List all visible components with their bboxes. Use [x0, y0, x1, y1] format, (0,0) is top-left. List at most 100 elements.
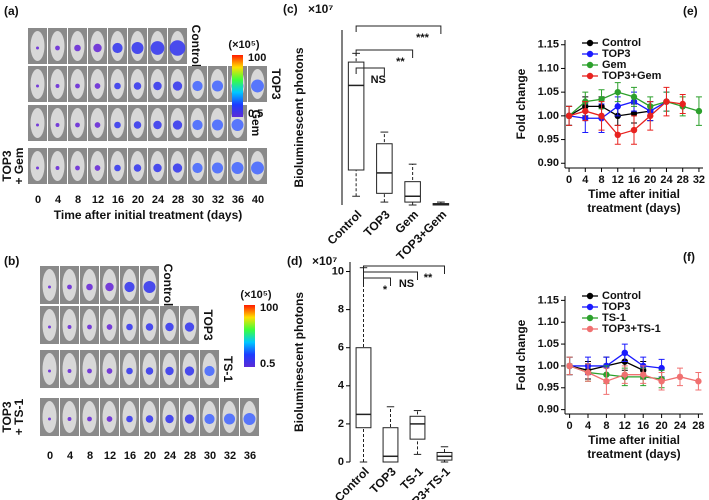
- point: [614, 103, 621, 110]
- day-label: 30: [192, 194, 204, 206]
- y-tick-label: 0.95: [538, 133, 559, 145]
- signal: [133, 82, 142, 90]
- y-tick-label: 1.15: [538, 294, 559, 306]
- legend-marker: [586, 314, 594, 322]
- row-label: Gem: [249, 110, 263, 137]
- point: [695, 107, 703, 115]
- series-line: [568, 105, 651, 117]
- signal: [55, 45, 60, 51]
- series-line: [569, 365, 662, 380]
- x-tick-label: 20: [655, 420, 667, 432]
- signal: [75, 122, 80, 128]
- y-tick-label: 8: [338, 304, 344, 316]
- x-tick-label: 4: [582, 174, 589, 186]
- legend-label: TOP3+Gem: [602, 70, 662, 82]
- signal: [150, 41, 165, 55]
- legend-marker: [586, 292, 594, 300]
- signal: [231, 162, 244, 174]
- significance-label: NS: [371, 74, 386, 86]
- signal: [55, 166, 60, 170]
- box: [404, 181, 421, 203]
- signal: [75, 165, 80, 171]
- y-tick-label: 1.05: [538, 338, 559, 350]
- signal: [105, 282, 114, 292]
- x-tick-label: 16: [628, 174, 640, 186]
- signal: [36, 46, 39, 50]
- signal: [86, 283, 93, 291]
- significance-bracket: [363, 265, 445, 274]
- signal: [67, 369, 72, 373]
- point: [598, 96, 605, 103]
- point: [582, 107, 589, 115]
- point: [621, 349, 628, 357]
- point: [565, 112, 573, 120]
- exponent: ×10⁷: [308, 2, 333, 16]
- y-tick-label: 1.10: [538, 316, 559, 328]
- signal: [94, 122, 101, 128]
- day-label: 32: [224, 450, 236, 462]
- row-label: Control: [161, 264, 175, 307]
- signal: [251, 79, 264, 93]
- signal: [126, 323, 133, 331]
- legend-label: TOP3: [602, 48, 631, 60]
- box: [347, 61, 365, 171]
- y-tick-label: 1.05: [538, 86, 559, 98]
- signal: [165, 322, 174, 332]
- box: [355, 347, 372, 429]
- x-tick-label: 0: [567, 420, 573, 432]
- row-label: + TS-1: [12, 399, 26, 436]
- signal: [223, 413, 236, 425]
- row-label: TOP3: [0, 401, 14, 432]
- significance-bracket: [355, 25, 442, 34]
- colorbar: [244, 305, 255, 367]
- day-label: 4: [55, 194, 62, 206]
- day-label: 16: [124, 450, 136, 462]
- significance-bracket: [363, 271, 418, 280]
- y-tick-label: 1.15: [538, 39, 559, 51]
- signal: [106, 368, 113, 374]
- y-tick-label: 4: [338, 380, 345, 392]
- signal: [48, 285, 51, 289]
- signal: [55, 123, 60, 127]
- legend-label: TS-1: [602, 312, 626, 324]
- significance-label: ***: [416, 32, 430, 44]
- legend-label: TOP3+TS-1: [602, 323, 661, 335]
- signal: [243, 413, 256, 425]
- y-tick-label: 6: [338, 342, 344, 354]
- mouse-body: [62, 353, 77, 385]
- day-label: 28: [184, 450, 196, 462]
- legend-label: TOP3: [602, 301, 631, 313]
- panel-label: (f): [683, 250, 695, 264]
- panel-label: (e): [683, 4, 698, 18]
- signal: [172, 120, 183, 130]
- mouse-body: [62, 309, 77, 341]
- y-axis-label: Bioluminescent photons: [292, 292, 306, 432]
- legend-marker: [586, 50, 594, 58]
- signal: [153, 163, 162, 173]
- y-axis-label: Fold change: [514, 319, 528, 390]
- legend-label: Gem: [602, 59, 627, 71]
- x-tick-label: 12: [619, 420, 631, 432]
- point: [603, 378, 610, 385]
- signal: [133, 121, 142, 129]
- series-line: [569, 352, 662, 369]
- x-tick-label: 28: [692, 420, 704, 432]
- signal: [36, 123, 39, 127]
- signal: [94, 83, 101, 89]
- panel-label: (b): [4, 254, 19, 268]
- day-label: 24: [164, 450, 177, 462]
- day-label: 32: [212, 194, 224, 206]
- signal: [131, 42, 144, 54]
- signal: [211, 162, 224, 174]
- point: [679, 100, 686, 108]
- x-axis-label: treatment (days): [587, 201, 680, 215]
- y-tick-label: 1.00: [538, 360, 559, 372]
- y-tick-label: 0.95: [538, 382, 559, 394]
- signal: [67, 417, 72, 421]
- day-label: 40: [252, 194, 264, 206]
- point: [566, 362, 573, 370]
- point: [658, 378, 665, 385]
- panel-label: (d): [287, 254, 302, 268]
- signal: [114, 82, 121, 90]
- signal: [75, 83, 80, 89]
